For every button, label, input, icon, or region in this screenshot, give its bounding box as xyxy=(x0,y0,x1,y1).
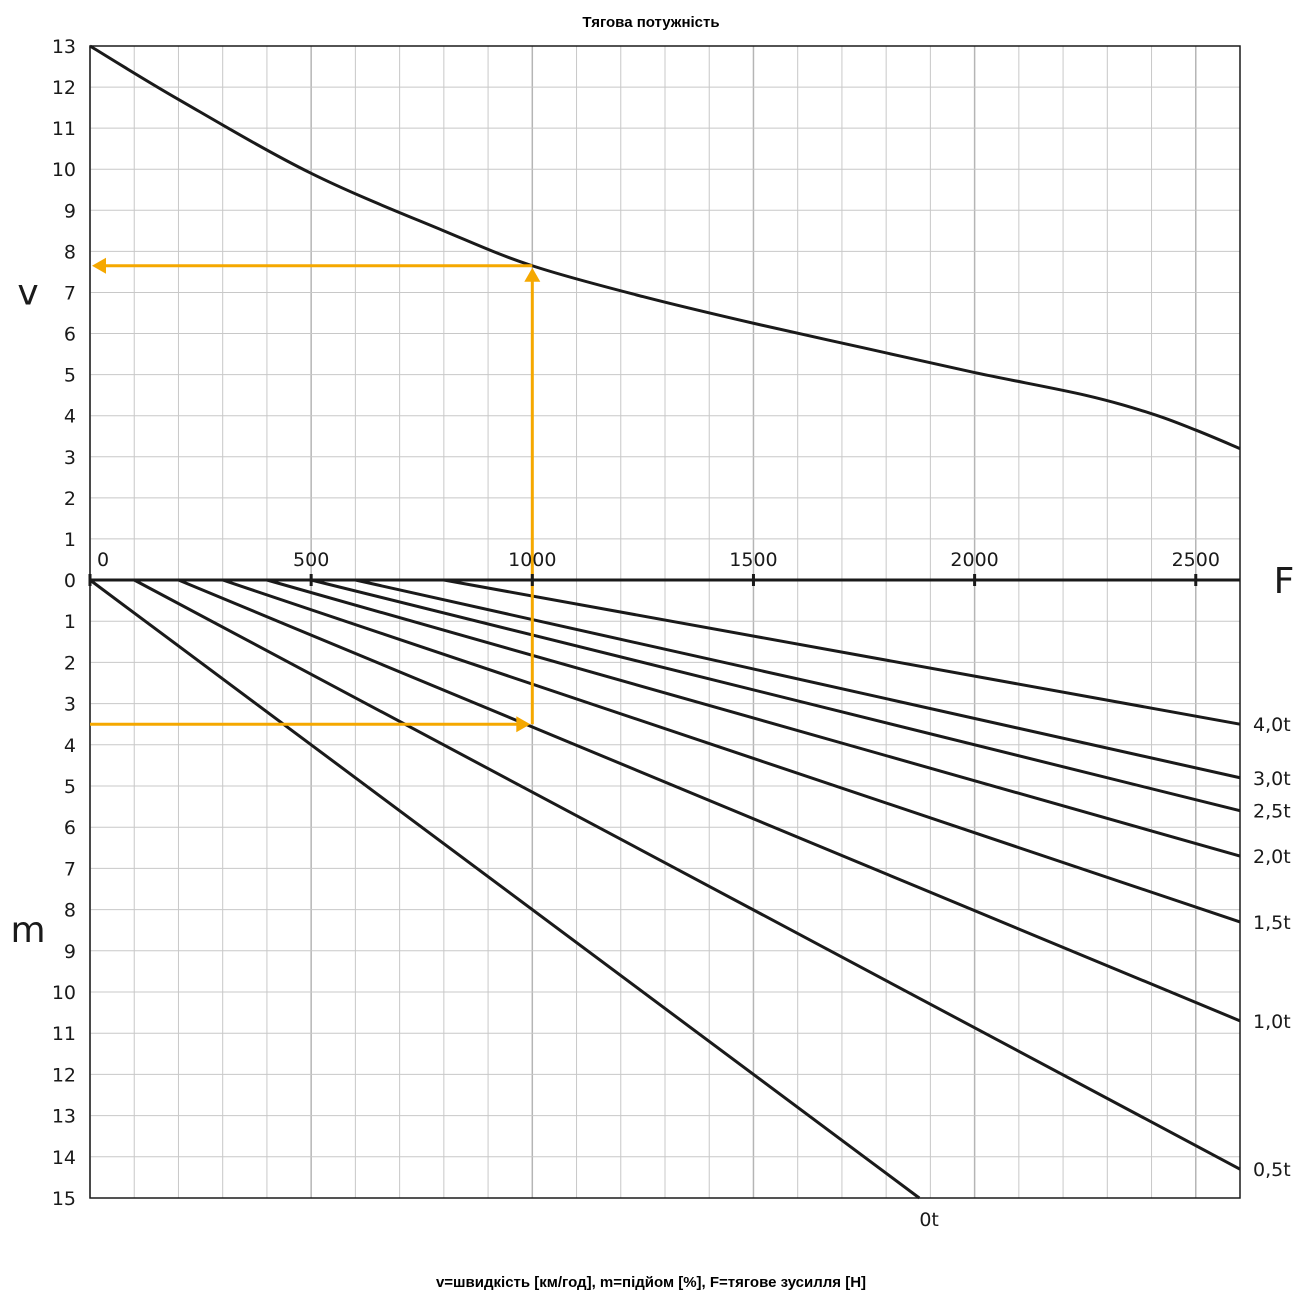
example-arrows xyxy=(90,257,541,733)
load-line-label: 2,5t xyxy=(1253,801,1291,823)
m-tick-label: 3 xyxy=(64,694,76,716)
example-arrowhead-right xyxy=(516,716,531,733)
v-tick-label: 0 xyxy=(64,570,76,592)
m-tick-label: 15 xyxy=(52,1188,76,1210)
load-line-label: 1,5t xyxy=(1253,912,1291,934)
v-tick-label: 3 xyxy=(64,447,76,469)
m-tick-label: 9 xyxy=(64,941,76,963)
labels: 0t 0,5t 1,0t 1,5t 2,0t 2,5t 3,0t 4,0t xyxy=(919,714,1290,1231)
f-tick-label: 1500 xyxy=(729,549,777,571)
m-tick-label: 7 xyxy=(64,858,76,880)
speed-curve xyxy=(89,44,1241,450)
m-tick-label: 1 xyxy=(64,611,76,633)
curves xyxy=(89,44,1241,1200)
load-line-label: 0,5t xyxy=(1253,1159,1291,1181)
m-tick-label: 13 xyxy=(52,1106,76,1128)
load-line-label: 4,0t xyxy=(1253,714,1291,736)
m-tick-label: 6 xyxy=(64,817,76,839)
example-arrowhead-left xyxy=(92,257,106,274)
v-tick-label: 1 xyxy=(64,529,76,551)
example-arrowhead-up xyxy=(524,267,541,282)
v-tick-label: 8 xyxy=(64,241,76,263)
m-tick-label: 12 xyxy=(52,1064,76,1086)
v-tick-label: 4 xyxy=(64,406,76,428)
plot-frame xyxy=(89,45,1241,1199)
m-tick-label: 4 xyxy=(64,735,76,757)
m-tick-label: 2 xyxy=(64,652,76,674)
v-tick-label: 5 xyxy=(64,365,76,387)
load-line-label: 2,0t xyxy=(1253,846,1291,868)
m-tick-label: 14 xyxy=(52,1147,76,1169)
f-tick-label: 0 xyxy=(97,549,109,571)
chart-caption: v=швидкість [км/год], m=підйом [%], F=тя… xyxy=(436,1274,866,1291)
v-tick-label: 9 xyxy=(64,200,76,222)
load-line xyxy=(355,578,1241,780)
f-tick-label: 2000 xyxy=(950,549,998,571)
m-tick-label: 8 xyxy=(64,900,76,922)
m-tick-label: 11 xyxy=(52,1023,76,1045)
load-line xyxy=(89,578,921,1200)
f-tick-label: 2500 xyxy=(1172,549,1220,571)
axes: 0 500 1000 1500 2000 250001234567891011121312… xyxy=(10,36,1294,1210)
load-line xyxy=(443,578,1241,726)
v-tick-label: 2 xyxy=(64,488,76,510)
m-tick-label: 10 xyxy=(52,982,76,1004)
f-tick-label: 1000 xyxy=(508,549,556,571)
chart-title: Тягова потужність xyxy=(582,14,719,31)
v-tick-label: 13 xyxy=(52,36,76,58)
load-line xyxy=(266,578,1241,858)
v-tick-label: 11 xyxy=(52,118,76,140)
v-tick-label: 10 xyxy=(52,159,76,181)
m-tick-label: 5 xyxy=(64,776,76,798)
f-axis-label: F xyxy=(1274,561,1295,602)
load-line xyxy=(177,578,1241,1023)
load-line-label: 0t xyxy=(919,1209,939,1231)
m-axis-label: m xyxy=(10,910,45,951)
v-axis-label: v xyxy=(17,272,38,313)
load-line-label: 3,0t xyxy=(1253,768,1291,790)
grid xyxy=(89,45,1241,1199)
load-line-label: 1,0t xyxy=(1253,1011,1291,1033)
f-tick-label: 500 xyxy=(293,549,329,571)
v-tick-label: 7 xyxy=(64,282,76,304)
v-tick-label: 12 xyxy=(52,77,76,99)
load-line xyxy=(133,578,1241,1171)
v-tick-label: 6 xyxy=(64,324,76,346)
load-line xyxy=(310,578,1241,813)
load-line xyxy=(222,578,1241,924)
